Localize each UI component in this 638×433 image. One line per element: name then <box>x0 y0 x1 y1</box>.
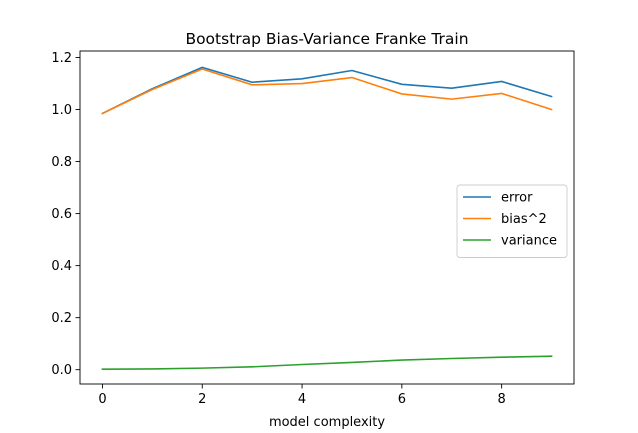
series-line-error <box>101 66 553 115</box>
y-tick-label: 1.0 <box>51 103 72 118</box>
y-tick-label: 0.8 <box>51 155 72 170</box>
x-tick-label: 4 <box>298 392 306 407</box>
y-tick-label: 1.2 <box>51 51 72 66</box>
x-axis-ticks: 0 2 4 6 8 <box>98 384 506 407</box>
legend: error bias^2 variance <box>456 184 568 258</box>
y-tick-label: 0.4 <box>51 259 72 274</box>
plot-frame <box>79 50 575 385</box>
x-tick-label: 8 <box>498 392 506 407</box>
series-line-bias-2 <box>101 68 553 115</box>
y-tick-label: 0.2 <box>51 311 72 326</box>
legend-label: variance <box>501 234 557 249</box>
x-tick-label: 0 <box>98 392 106 407</box>
x-tick-label: 6 <box>398 392 406 407</box>
legend-label: bias^2 <box>501 212 547 227</box>
y-tick-label: 0.6 <box>51 207 72 222</box>
series-line-variance <box>101 355 553 370</box>
chart-title: Bootstrap Bias-Variance Franke Train <box>185 30 468 48</box>
plot-area <box>79 50 575 385</box>
legend-label: error <box>501 191 533 206</box>
x-tick-label: 2 <box>198 392 206 407</box>
y-tick-label: 0.0 <box>51 363 72 378</box>
y-axis-ticks: 0.0 0.2 0.4 0.6 0.8 1.0 1.2 <box>51 51 80 378</box>
x-axis-label: model complexity <box>269 415 385 430</box>
